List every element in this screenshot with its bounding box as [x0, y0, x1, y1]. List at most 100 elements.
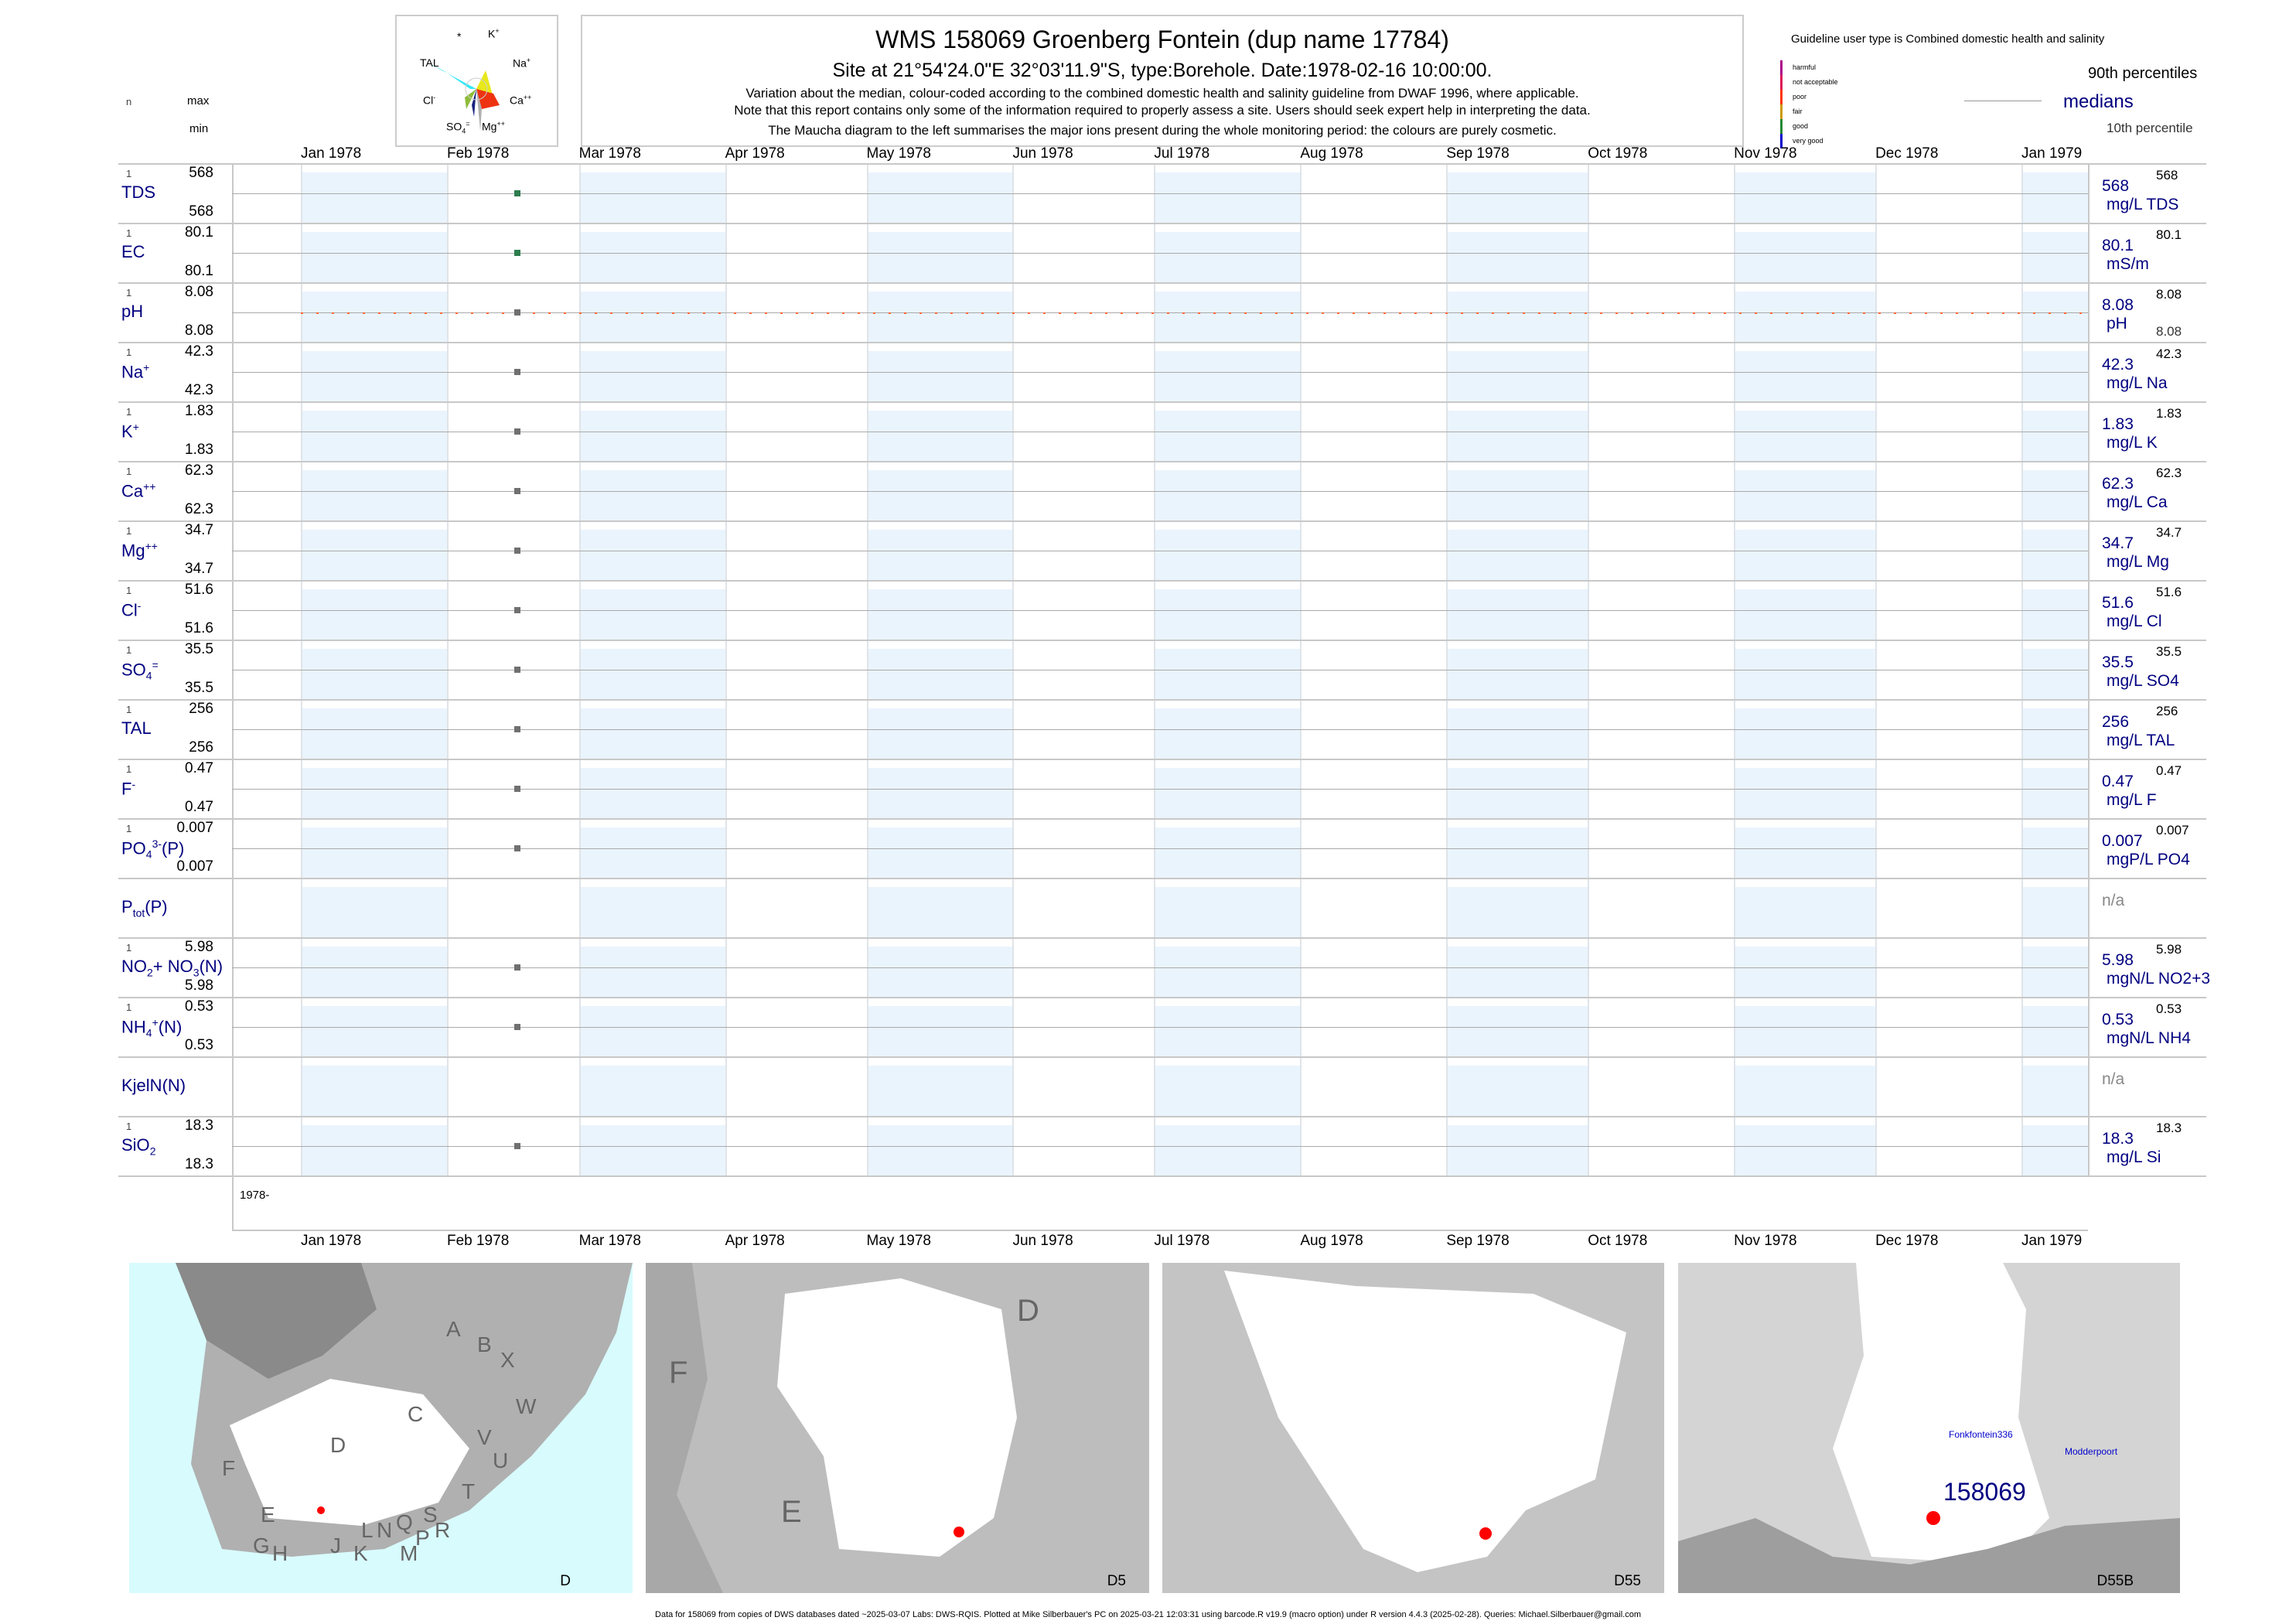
- maucha-star: *: [457, 30, 462, 43]
- map-label-modderpoort: Modderpoort: [2065, 1446, 2118, 1457]
- legend-color-bar: [1780, 104, 1783, 119]
- sample-count: 1: [126, 942, 132, 954]
- parameter-label: pH: [121, 302, 143, 322]
- month-band: [578, 827, 725, 878]
- median-value: 80.1: [2102, 237, 2134, 254]
- month-band: [1446, 947, 1588, 997]
- legend-p10: 10th percentile: [2107, 121, 2193, 135]
- drainage-region-label: R: [435, 1518, 451, 1542]
- month-band: [1734, 768, 1876, 818]
- label-part: NO: [121, 956, 147, 976]
- min-value: 0.007: [176, 858, 213, 875]
- parameter-label: PO43-(P): [121, 838, 184, 861]
- month-band: [2021, 649, 2088, 699]
- row-divider: [118, 818, 2206, 820]
- p90-value: 1.83: [2156, 406, 2182, 421]
- row-divider: [118, 163, 2206, 165]
- row-divider: [118, 759, 2206, 760]
- month-band: [866, 768, 1013, 818]
- legend-class-label: good: [1793, 122, 1809, 130]
- sample-count: 1: [126, 763, 132, 775]
- label-part: TAL: [121, 718, 152, 738]
- label-part: PO: [121, 838, 146, 858]
- data-point: [514, 309, 521, 316]
- p90-value: 0.007: [2156, 823, 2189, 838]
- median-value: 42.3: [2102, 356, 2134, 374]
- label-part: Ca: [121, 480, 144, 500]
- month-band: [301, 1125, 447, 1175]
- label-part: =: [152, 658, 159, 671]
- parameter-label: EC: [121, 242, 145, 262]
- label-part: TDS: [121, 182, 155, 202]
- median-line: [232, 252, 2088, 254]
- label-part: 4: [145, 669, 152, 682]
- min-value: 5.98: [185, 977, 213, 994]
- month-band: [866, 232, 1013, 282]
- month-band: [301, 470, 447, 520]
- row-divider: [118, 580, 2206, 582]
- month-band: [1154, 292, 1301, 342]
- median-line: [232, 1026, 2088, 1028]
- x-tick-label-top: Mar 1978: [578, 145, 641, 162]
- month-band: [2021, 530, 2088, 580]
- month-band: [578, 649, 725, 699]
- maucha-tal-sector: [428, 63, 476, 89]
- month-band: [866, 1066, 1013, 1116]
- median-value: 18.3: [2102, 1130, 2134, 1148]
- drainage-region-label: B: [477, 1332, 492, 1356]
- drainage-region-label: L: [361, 1518, 374, 1542]
- data-point: [514, 1023, 521, 1030]
- map-caption: D5: [1107, 1573, 1126, 1589]
- unit-label: mg/L SO4: [2107, 672, 2179, 690]
- month-band: [1154, 172, 1301, 223]
- parameter-label: SiO2: [121, 1135, 155, 1157]
- map-d5-catchment: [777, 1278, 1017, 1557]
- label-part: SiO: [121, 1134, 150, 1155]
- unit-label: mgP/L PO4: [2107, 851, 2190, 868]
- map-label-fonkfontein: Fonkfontein336: [1949, 1429, 2013, 1440]
- data-point: [514, 487, 521, 494]
- plot-left-border: [232, 163, 234, 1230]
- month-band: [1734, 292, 1876, 342]
- label-part: KjelN(N): [121, 1075, 186, 1095]
- label-part: 2: [147, 965, 153, 978]
- month-band: [1446, 232, 1588, 282]
- x-tick-label-bottom: Jun 1978: [1012, 1233, 1073, 1249]
- sample-count: 1: [126, 644, 132, 656]
- data-point: [514, 964, 521, 971]
- max-value: 51.6: [185, 582, 213, 598]
- label-part: (P): [145, 896, 168, 916]
- month-band: [1734, 172, 1876, 223]
- parameter-label: F-: [121, 778, 135, 799]
- label-part: ++: [145, 539, 158, 552]
- month-band: [1154, 411, 1301, 461]
- unit-label: mg/L Cl: [2107, 612, 2162, 630]
- p90-value: 568: [2156, 168, 2178, 183]
- median-line: [232, 371, 2088, 373]
- x-tick-label-bottom: Nov 1978: [1734, 1233, 1797, 1249]
- row-divider: [118, 520, 2206, 522]
- median-value: 8.08: [2102, 296, 2134, 314]
- min-value: 0.53: [185, 1037, 213, 1053]
- median-line: [232, 609, 2088, 611]
- month-band: [1446, 351, 1588, 401]
- median-value: 0.53: [2102, 1011, 2134, 1029]
- maucha-na: Na: [513, 56, 527, 70]
- row-divider: [118, 878, 2206, 879]
- month-band: [2021, 470, 2088, 520]
- map-d5-shapes: [646, 1263, 1017, 1593]
- p90-value: 18.3: [2156, 1121, 2182, 1135]
- month-band: [866, 887, 1013, 937]
- x-tick-label-bottom: May 1978: [866, 1233, 931, 1249]
- label-part: +: [152, 1015, 159, 1029]
- map-d55b-shapes: [1678, 1263, 2180, 1593]
- label-part: K: [121, 421, 133, 441]
- month-band: [1154, 947, 1301, 997]
- month-band: [1734, 947, 1876, 997]
- label-part: F: [121, 778, 132, 798]
- median-line: [232, 728, 2088, 730]
- unit-label: mg/L TAL: [2107, 732, 2175, 749]
- p90-value: 80.1: [2156, 227, 2182, 242]
- month-band: [866, 351, 1013, 401]
- min-value: 80.1: [185, 263, 213, 279]
